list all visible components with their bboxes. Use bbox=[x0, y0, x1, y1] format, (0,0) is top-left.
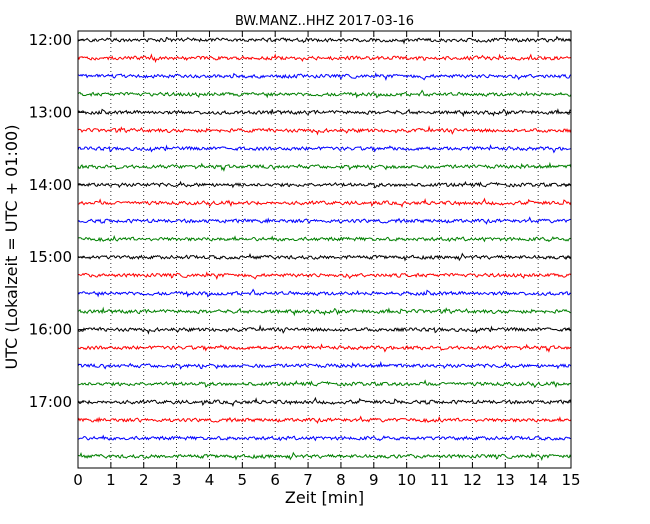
x-tick-label: 0 bbox=[73, 471, 83, 489]
trace-1645 bbox=[77, 379, 572, 389]
plot-frame bbox=[77, 30, 572, 469]
trace-1500 bbox=[77, 252, 572, 262]
x-tick-label: 13 bbox=[496, 471, 515, 489]
x-tick-label: 9 bbox=[369, 471, 379, 489]
trace-1615 bbox=[77, 343, 572, 353]
chart-title: BW.MANZ..HHZ 2017-03-16 bbox=[235, 14, 414, 29]
y-tick-label: 15:00 bbox=[29, 248, 72, 266]
x-tick-label: 14 bbox=[529, 471, 548, 489]
trace-1715 bbox=[77, 415, 572, 424]
trace-1200 bbox=[77, 35, 572, 45]
trace-1300 bbox=[77, 108, 572, 118]
y-tick-label: 12:00 bbox=[29, 31, 72, 49]
trace-1600 bbox=[77, 324, 572, 335]
x-tick-label: 8 bbox=[336, 471, 346, 489]
y-tick-label: 13:00 bbox=[29, 103, 72, 121]
y-tick-label: 14:00 bbox=[29, 176, 72, 194]
x-axis: 0 1 2 3 4 5 6 7 8 9 10 11 12 13 14 15 bbox=[73, 31, 581, 489]
trace-1415 bbox=[77, 197, 572, 208]
x-tick-label: 1 bbox=[106, 471, 116, 489]
trace-1230 bbox=[77, 72, 572, 81]
x-tick-label: 5 bbox=[238, 471, 248, 489]
trace-1330 bbox=[77, 144, 572, 154]
trace-1745 bbox=[77, 451, 572, 462]
x-tick-label: 4 bbox=[205, 471, 215, 489]
x-axis-label: Zeit [min] bbox=[285, 488, 364, 507]
x-tick-label: 3 bbox=[172, 471, 182, 489]
trace-1245 bbox=[77, 89, 572, 99]
x-tick-label: 6 bbox=[270, 471, 280, 489]
y-tick-label: 17:00 bbox=[29, 393, 72, 411]
trace-1630 bbox=[77, 360, 572, 370]
x-tick-label: 12 bbox=[463, 471, 482, 489]
traces-group bbox=[77, 35, 572, 462]
y-axis: 12:00 13:00 14:00 15:00 16:00 17:00 bbox=[29, 31, 571, 411]
trace-1315 bbox=[77, 125, 572, 136]
trace-1345 bbox=[77, 161, 572, 172]
trace-1515 bbox=[77, 271, 572, 280]
x-tick-label: 11 bbox=[430, 471, 449, 489]
trace-1430 bbox=[77, 216, 572, 225]
y-tick-label: 16:00 bbox=[29, 321, 72, 339]
trace-1530 bbox=[77, 288, 572, 298]
trace-1215 bbox=[77, 53, 572, 64]
x-tick-label: 2 bbox=[139, 471, 149, 489]
x-tick-label: 15 bbox=[561, 471, 580, 489]
grid-lines bbox=[110, 31, 539, 468]
trace-1700 bbox=[77, 396, 572, 408]
trace-1545 bbox=[77, 306, 572, 317]
y-axis-label: UTC (Lokalzeit = UTC + 01:00) bbox=[2, 125, 21, 370]
trace-1445 bbox=[77, 235, 572, 243]
x-tick-label: 7 bbox=[303, 471, 313, 489]
trace-1400 bbox=[77, 180, 572, 189]
x-tick-label: 10 bbox=[397, 471, 416, 489]
trace-1730 bbox=[77, 434, 572, 442]
